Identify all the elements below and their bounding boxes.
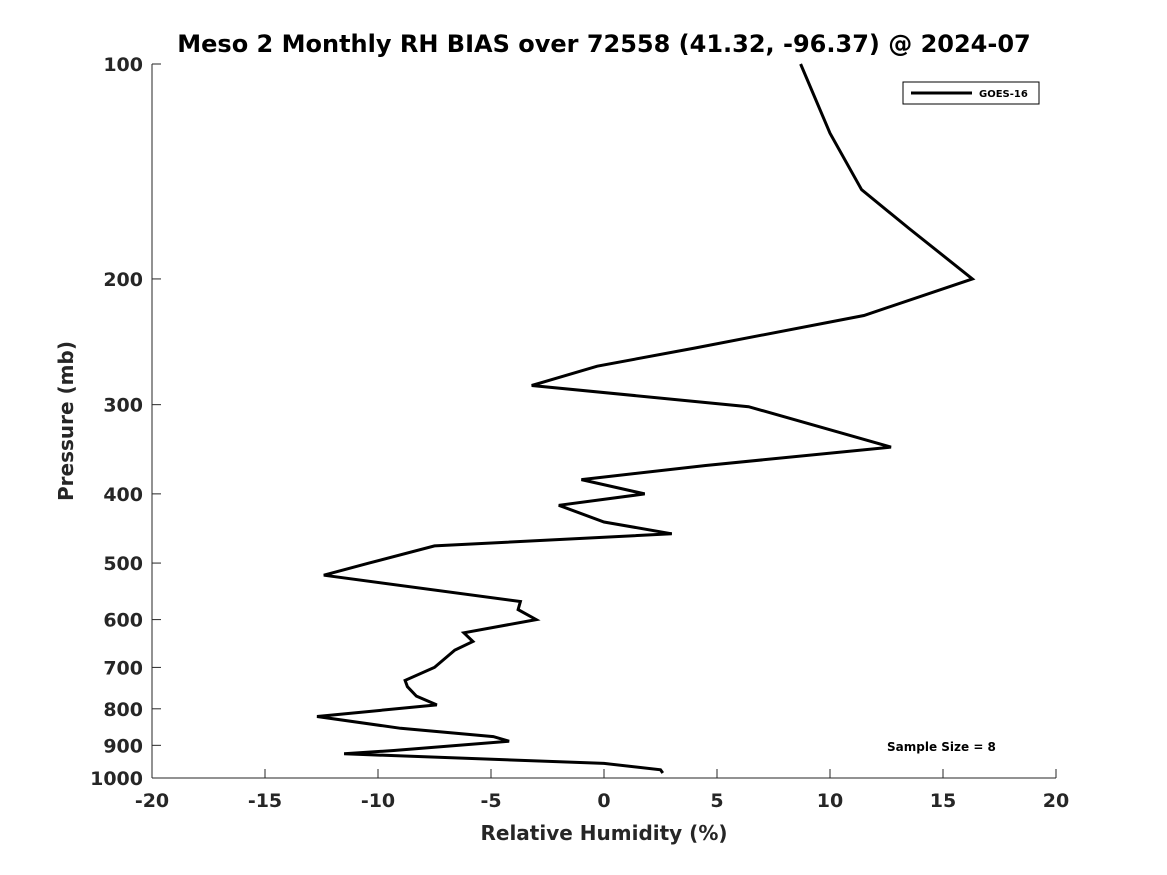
x-tick-label: 10: [817, 790, 843, 812]
y-tick-label: 600: [103, 610, 143, 632]
y-tick-label: 200: [103, 269, 143, 291]
y-tick-label: 400: [103, 484, 143, 506]
chart-title: Meso 2 Monthly RH BIAS over 72558 (41.32…: [177, 30, 1030, 58]
y-ticks: 100 200 300 400 500 600 700 800 900 1000: [90, 54, 161, 790]
x-tick-label: 5: [710, 790, 723, 812]
legend: GOES-16: [902, 81, 1040, 105]
x-tick-label: 0: [597, 790, 610, 812]
y-tick-label: 1000: [90, 768, 143, 790]
y-tick-label: 700: [103, 657, 143, 679]
x-tick-label: -20: [135, 790, 169, 812]
y-tick-label: 300: [103, 395, 143, 417]
series-layer: [316, 63, 976, 774]
y-tick-label: 800: [103, 699, 143, 721]
y-tick-label: 500: [103, 553, 143, 575]
plot-area: -20 -15 -10 -5 0 5 10 15 20 100 200 300 400 500 600 70…: [90, 54, 1069, 812]
y-tick-label: 100: [103, 54, 143, 76]
series-line-goes-16: [316, 63, 976, 774]
x-tick-label: -5: [480, 790, 501, 812]
x-tick-label: -15: [248, 790, 282, 812]
x-tick-label: 15: [930, 790, 956, 812]
x-axis-label: Relative Humidity (%): [480, 821, 727, 845]
y-axis-label: Pressure (mb): [54, 341, 78, 501]
x-tick-label: 20: [1043, 790, 1069, 812]
x-ticks: -20 -15 -10 -5 0 5 10 15 20: [135, 769, 1069, 812]
legend-label: GOES-16: [979, 89, 1028, 100]
sample-size-annotation: Sample Size = 8: [887, 740, 996, 754]
y-tick-label: 900: [103, 735, 143, 757]
x-tick-label: -10: [361, 790, 395, 812]
